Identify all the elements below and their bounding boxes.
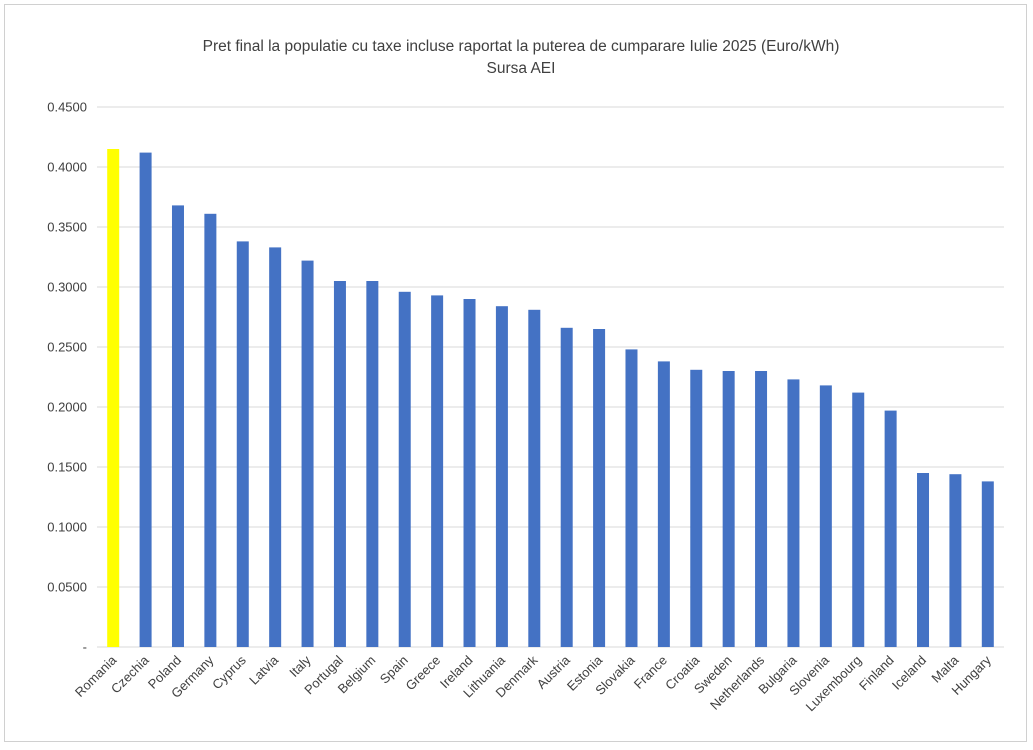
bar-poland bbox=[171, 205, 184, 647]
bar-slovenia bbox=[819, 385, 832, 647]
y-tick-label: 0.3500 bbox=[47, 220, 87, 235]
y-tick-label: 0.1500 bbox=[47, 460, 87, 475]
y-tick-label: 0.1000 bbox=[47, 520, 87, 535]
x-category-label: Cyprus bbox=[209, 652, 249, 692]
bars bbox=[107, 149, 994, 648]
y-tick-label: - bbox=[83, 640, 87, 655]
bar-croatia bbox=[690, 369, 703, 647]
bar-lithuania bbox=[495, 306, 508, 647]
bar-austria bbox=[560, 327, 573, 647]
bar-estonia bbox=[593, 329, 606, 647]
bar-spain bbox=[398, 291, 411, 647]
y-tick-label: 0.3000 bbox=[47, 280, 87, 295]
x-category-label: Latvia bbox=[246, 652, 282, 688]
bar-finland bbox=[884, 410, 897, 647]
chart-subtitle: Sursa AEI bbox=[487, 60, 556, 77]
bar-sweden bbox=[722, 371, 735, 647]
x-category-label: Romania bbox=[72, 652, 120, 700]
y-tick-label: 0.2000 bbox=[47, 400, 87, 415]
bar-belgium bbox=[366, 281, 379, 647]
bar-denmark bbox=[528, 309, 541, 647]
x-category-label: Greece bbox=[402, 653, 443, 694]
bar-slovakia bbox=[625, 349, 638, 647]
y-tick-label: 0.2500 bbox=[47, 340, 87, 355]
x-category-label: Finland bbox=[856, 653, 897, 694]
bar-malta bbox=[949, 474, 962, 647]
bar-greece bbox=[431, 295, 444, 647]
bar-czechia bbox=[139, 152, 152, 647]
x-category-label: Italy bbox=[286, 652, 314, 680]
gridlines bbox=[97, 106, 1004, 648]
bar-cyprus bbox=[236, 241, 249, 647]
chart-title: Pret final la populatie cu taxe incluse … bbox=[203, 38, 840, 55]
bar-luxembourg bbox=[852, 392, 865, 647]
y-tick-label: 0.4500 bbox=[47, 100, 87, 115]
bar-netherlands bbox=[755, 371, 768, 647]
bar-germany bbox=[204, 213, 217, 648]
y-tick-label: 0.0500 bbox=[47, 580, 87, 595]
y-tick-label: 0.4000 bbox=[47, 160, 87, 175]
x-category-label: France bbox=[631, 653, 670, 692]
x-category-label: Iceland bbox=[889, 653, 929, 693]
bar-portugal bbox=[333, 281, 346, 647]
bar-bulgaria bbox=[787, 379, 800, 647]
y-axis-tick-labels: - 0.0500 0.1000 0.1500 0.2000 0.2500 0.3000 0.3… bbox=[47, 100, 87, 655]
bar-hungary bbox=[981, 481, 994, 647]
bar-romania bbox=[107, 149, 120, 647]
bar-italy bbox=[301, 260, 314, 647]
bar-latvia bbox=[269, 247, 282, 647]
bar-iceland bbox=[917, 473, 930, 647]
bar-france bbox=[657, 361, 670, 647]
bar-ireland bbox=[463, 299, 476, 647]
